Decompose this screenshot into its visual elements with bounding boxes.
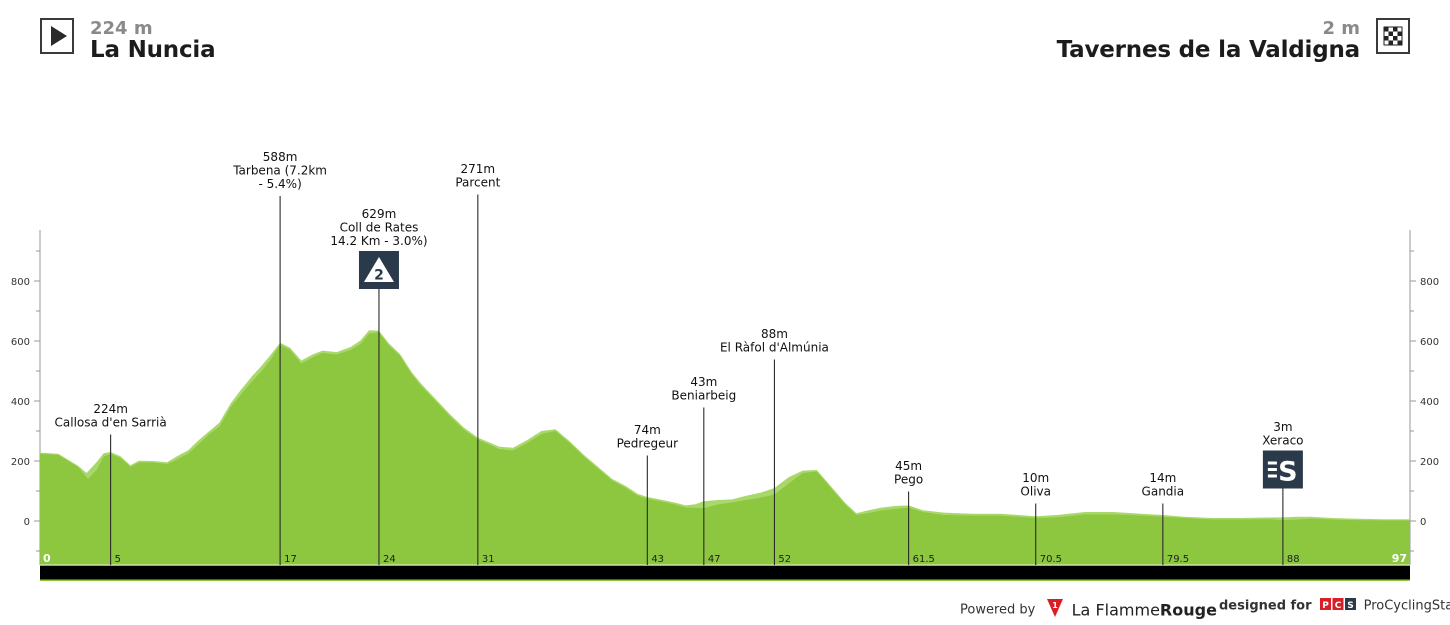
y-tick-label-left: 400 xyxy=(11,397,30,408)
marker-name-label: - 5.4%) xyxy=(258,177,301,191)
powered-by: Powered by 1 La FlammeRouge xyxy=(960,598,1217,622)
km-end-label: 97 xyxy=(1392,552,1407,565)
km-start-label: 0 xyxy=(43,552,51,565)
km-marker-label: 88 xyxy=(1287,554,1300,565)
elevation-profile xyxy=(40,332,1410,565)
powered-by-label: Powered by xyxy=(960,602,1036,618)
marker-elevation-label: 14m xyxy=(1149,471,1176,485)
distance-bar-underline xyxy=(40,579,1410,581)
y-tick-label-left: 600 xyxy=(11,337,30,348)
sprint-icon-letter: S xyxy=(1278,457,1297,488)
play-icon xyxy=(40,18,74,54)
marker-elevation-label: 3m xyxy=(1273,420,1292,434)
pcs-logo-icon: P C S xyxy=(1320,598,1357,614)
marker-elevation-label: 588m xyxy=(263,150,298,164)
sprint-icon-stroke xyxy=(1267,474,1277,478)
y-tick-label-left: 0 xyxy=(24,517,30,528)
km-marker-label: 61.5 xyxy=(913,554,935,565)
y-tick-label-right: 400 xyxy=(1420,397,1439,408)
marker-name-label: 14.2 Km - 3.0%) xyxy=(330,234,427,248)
marker-elevation-label: 10m xyxy=(1022,471,1049,485)
y-tick-label-right: 800 xyxy=(1420,277,1439,288)
y-tick-label-left: 800 xyxy=(11,277,30,288)
km-marker-label: 43 xyxy=(651,554,664,565)
designed-for-label: designed for xyxy=(1219,598,1312,614)
marker-elevation-label: 74m xyxy=(634,423,661,437)
marker-elevation-label: 45m xyxy=(895,459,922,473)
finish-name: Tavernes de la Valdigna xyxy=(1056,37,1361,63)
marker-name-label: Pego xyxy=(894,473,923,487)
sprint-icon-stroke xyxy=(1267,461,1277,465)
start-name: La Nuncia xyxy=(90,37,216,63)
finish-elevation: 2 m xyxy=(1322,18,1360,39)
sprint-icon-stroke xyxy=(1267,468,1277,471)
km-marker-label: 31 xyxy=(482,554,495,565)
km-marker-label: 5 xyxy=(115,554,121,565)
km-marker-label: 24 xyxy=(383,554,396,565)
marker-name-label: Tarbena (7.2km xyxy=(232,164,327,178)
start-elevation: 224 m xyxy=(90,18,153,39)
y-tick-label-left: 200 xyxy=(11,457,30,468)
flame-logo-icon: 1 xyxy=(1046,598,1064,622)
climb-icon-category: 2 xyxy=(374,268,384,284)
marker-name-label: Callosa d'en Sarrià xyxy=(55,416,167,430)
distance-bar xyxy=(40,565,1410,581)
climb-icon-triangle xyxy=(363,257,394,282)
marker-name-label: Parcent xyxy=(455,176,500,190)
marker-name-label: Pedregeur xyxy=(617,437,678,451)
marker-name-label: Beniarbeig xyxy=(671,389,736,403)
svg-text:S: S xyxy=(1347,601,1353,610)
y-tick-label-right: 600 xyxy=(1420,337,1439,348)
pcs-name: ProCyclingStats xyxy=(1363,598,1450,614)
y-tick-label-right: 200 xyxy=(1420,457,1439,468)
y-tick-label-right: 0 xyxy=(1420,517,1426,528)
marker-name-label: Oliva xyxy=(1020,485,1051,499)
lfr-brand-part1: La Flamme xyxy=(1071,600,1160,620)
marker-name-label: Coll de Rates xyxy=(340,221,419,235)
svg-text:1: 1 xyxy=(1052,601,1058,610)
svg-text:P: P xyxy=(1322,601,1329,610)
marker-elevation-label: 43m xyxy=(690,375,717,389)
marker-name-label: Gandia xyxy=(1142,485,1185,499)
km-marker-label: 79.5 xyxy=(1167,554,1189,565)
marker-name-label: Xeraco xyxy=(1262,434,1303,448)
checkered-flag-icon xyxy=(1376,18,1410,54)
designed-for: designed for P C S ProCyclingStats xyxy=(1219,598,1450,614)
marker-elevation-label: 271m xyxy=(461,162,496,176)
km-marker-label: 17 xyxy=(284,554,297,565)
marker-elevation-label: 88m xyxy=(761,327,788,341)
km-marker-label: 70.5 xyxy=(1040,554,1062,565)
km-marker-label: 52 xyxy=(778,554,791,565)
marker-elevation-label: 224m xyxy=(93,402,128,416)
lfr-brand-part2: Rouge xyxy=(1159,600,1217,620)
lfr-brand: La FlammeRouge xyxy=(1072,601,1217,620)
marker-name-label: El Ràfol d'Almúnia xyxy=(720,341,829,355)
svg-text:C: C xyxy=(1335,601,1342,610)
km-marker-label: 47 xyxy=(708,554,721,565)
marker-elevation-label: 629m xyxy=(362,207,397,221)
